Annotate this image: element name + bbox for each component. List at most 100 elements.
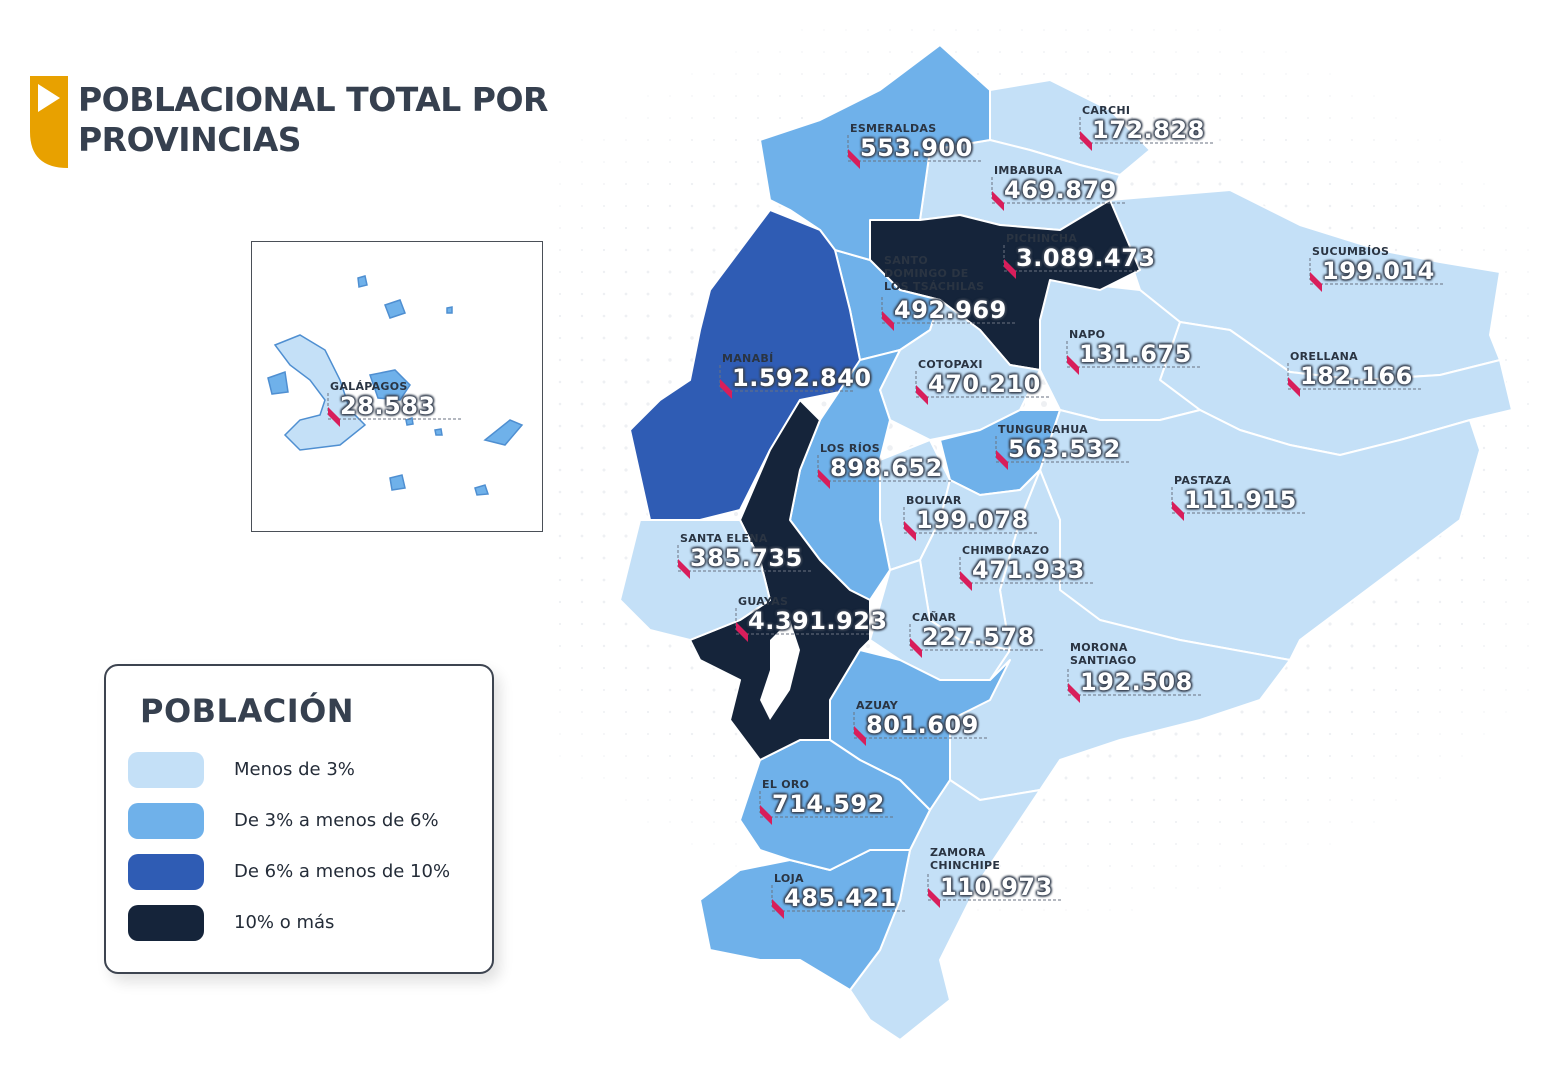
province-population-value: 172.828 <box>1092 116 1205 144</box>
legend-label-3: De 6% a menos de 10% <box>234 861 451 882</box>
legend-label-4: 10% o más <box>234 912 335 933</box>
legend-swatch-4 <box>128 905 204 941</box>
province-population-value: 192.508 <box>1080 668 1193 696</box>
legend-swatch-1 <box>128 752 204 788</box>
legend-label-2: De 3% a menos de 6% <box>234 810 439 831</box>
province-population-value: 898.652 <box>830 454 943 482</box>
province-population-value: 182.166 <box>1300 362 1413 390</box>
province-name: COTOPAXI <box>918 358 983 371</box>
location-pin-icon <box>677 545 812 579</box>
province-population-value: 714.592 <box>772 790 885 818</box>
province-shape-galapagos <box>273 334 367 451</box>
location-pin-icon <box>1003 245 1138 279</box>
play-icon <box>30 76 68 168</box>
province-name: TUNGURAHUA <box>998 423 1088 436</box>
location-pin-icon <box>817 455 952 489</box>
location-pin-icon <box>853 712 988 746</box>
location-pin-icon <box>995 436 1130 470</box>
location-pin-icon <box>881 297 1016 331</box>
province-population-value: 492.969 <box>894 296 1007 324</box>
location-pin-icon <box>903 507 1038 541</box>
province-population-value: 1.592.840 <box>732 364 872 392</box>
location-pin-icon <box>1067 669 1202 703</box>
location-pin-icon <box>327 393 462 427</box>
province-name: NAPO <box>1069 328 1106 341</box>
province-population-value: 110.973 <box>940 873 1053 901</box>
location-pin-icon <box>759 791 894 825</box>
province-population-value: 470.210 <box>928 370 1041 398</box>
province-name: BOLIVAR <box>906 494 962 507</box>
province-name: ESMERALDAS <box>850 122 937 135</box>
province-name: SANTA ELENA <box>680 532 768 545</box>
legend-swatch-3 <box>128 854 204 890</box>
location-pin-icon <box>927 874 1062 908</box>
province-shape-el-oro <box>739 739 931 871</box>
island-san-cristobal <box>483 419 524 446</box>
province-name: MANABÍ <box>722 352 774 365</box>
province-population-value: 199.078 <box>916 506 1029 534</box>
province-name: LOS RÍOS <box>820 442 880 455</box>
location-pin-icon <box>909 624 1044 658</box>
province-shape-manabi <box>629 209 861 521</box>
province-name: SANTO DOMINGO DE LOS TSÁCHILAS <box>884 254 985 293</box>
legend-title: POBLACIÓN <box>140 692 355 730</box>
province-name: PASTAZA <box>1174 474 1232 487</box>
province-name: ORELLANA <box>1290 350 1358 363</box>
location-pin-icon <box>771 885 906 919</box>
island-genovesa <box>446 306 453 314</box>
location-pin-icon <box>719 365 854 399</box>
province-shape-esmeraldas <box>759 44 991 261</box>
province-population-value: 553.900 <box>860 134 973 162</box>
province-name: MORONA SANTIAGO <box>1070 641 1137 667</box>
legend-label-1: Menos de 3% <box>234 759 355 780</box>
location-pin-icon <box>915 371 1050 405</box>
province-population-value: 111.915 <box>1184 486 1297 514</box>
province-population-value: 4.391.923 <box>748 607 888 635</box>
location-pin-icon <box>1079 117 1214 151</box>
province-name: ZAMORA CHINCHIPE <box>930 846 1001 872</box>
island-pinta <box>357 275 368 288</box>
location-pin-icon <box>1171 487 1306 521</box>
legend: POBLACIÓN Menos de 3% De 3% a menos de 6… <box>104 664 494 974</box>
location-pin-icon <box>1287 363 1422 397</box>
province-population-value: 227.578 <box>922 623 1035 651</box>
province-population-value: 471.933 <box>972 556 1085 584</box>
province-shape-santa-elena <box>619 519 771 641</box>
province-name: CAÑAR <box>912 611 957 624</box>
province-name: LOJA <box>774 872 804 885</box>
island-santiago <box>384 299 406 319</box>
province-name: PICHINCHA <box>1006 232 1078 245</box>
province-name: AZUAY <box>856 699 899 712</box>
province-population-value: 485.421 <box>784 884 897 912</box>
province-population-value: 563.532 <box>1008 435 1121 463</box>
island-santa-cruz <box>369 369 411 401</box>
location-pin-icon <box>847 135 982 169</box>
island-espanola <box>474 484 490 496</box>
province-population-value: 28.583 <box>340 392 436 420</box>
province-name: IMBABURA <box>994 164 1063 177</box>
province-population-value: 469.879 <box>1004 176 1117 204</box>
legend-swatch-2 <box>128 803 204 839</box>
province-name: SUCUMBÍOS <box>1312 245 1390 258</box>
island-santa-fe <box>434 428 443 436</box>
location-pin-icon <box>1066 341 1201 375</box>
province-population-value: 131.675 <box>1079 340 1192 368</box>
province-name: CHIMBORAZO <box>962 544 1050 557</box>
province-population-value: 199.014 <box>1322 257 1435 285</box>
location-pin-icon <box>1309 258 1444 292</box>
location-pin-icon <box>991 177 1126 211</box>
province-name: CARCHI <box>1082 104 1131 117</box>
location-pin-icon <box>735 608 870 642</box>
island-fernandina <box>267 370 289 395</box>
province-name: GALÁPAGOS <box>330 380 408 393</box>
gulf-of-guayaquil <box>760 620 800 720</box>
location-pin-icon <box>959 557 1094 591</box>
province-population-value: 3.089.473 <box>1016 244 1156 272</box>
province-population-value: 801.609 <box>866 711 979 739</box>
island-floreana <box>389 474 406 491</box>
province-population-value: 385.735 <box>690 544 803 572</box>
page-title: POBLACIONAL TOTAL POR PROVINCIAS <box>78 80 548 159</box>
province-name: EL ORO <box>762 778 810 791</box>
province-name: GUAYAS <box>738 595 789 608</box>
